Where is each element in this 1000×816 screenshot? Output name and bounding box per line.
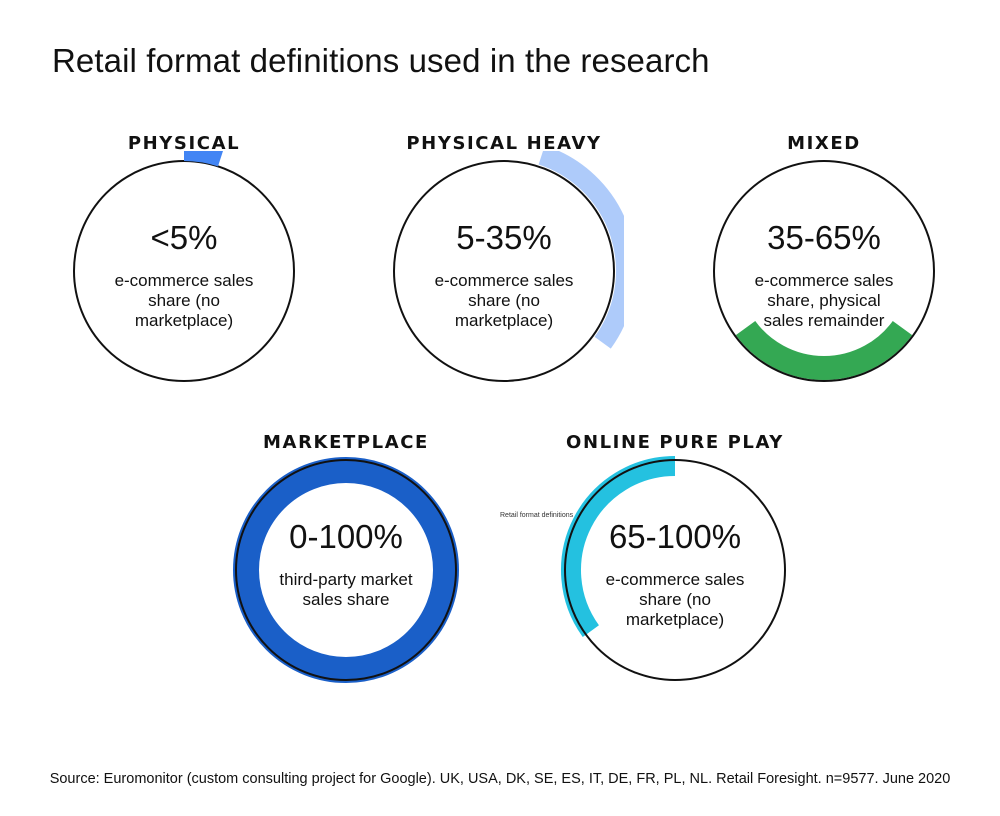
format-card-marketplace: MARKETPLACE 0-100% third-party market sa… bbox=[226, 432, 466, 722]
format-description: third-party market sales share bbox=[279, 570, 413, 609]
format-title: ONLINE PURE PLAY bbox=[566, 432, 784, 453]
format-description: e-commerce sales share (no marketplace) bbox=[434, 271, 574, 330]
circle-outline bbox=[393, 160, 615, 382]
circle-text: <5% e-commerce sales share (no marketpla… bbox=[109, 219, 259, 331]
format-card-physical: PHYSICAL <5% e-commerce sales share (no … bbox=[64, 133, 304, 423]
source-note: Source: Euromonitor (custom consulting p… bbox=[49, 771, 951, 787]
stray-caption: Retail format definitions bbox=[500, 512, 574, 519]
circle-text: 35-65% e-commerce sales share, physical … bbox=[749, 219, 899, 331]
arc-segment bbox=[735, 320, 913, 380]
circle-outline bbox=[73, 160, 295, 382]
format-card-physical-heavy: PHYSICAL HEAVY 5-35% e-commerce sales sh… bbox=[384, 133, 624, 423]
percent-value: 65-100% bbox=[608, 518, 742, 555]
percent-value: 35-65% bbox=[767, 219, 881, 256]
arc-segment bbox=[538, 151, 624, 349]
circle-text: 0-100% third-party market sales share bbox=[271, 518, 421, 610]
format-title: MIXED bbox=[787, 133, 861, 154]
ring-graphic bbox=[393, 151, 624, 382]
arc-segment bbox=[233, 457, 460, 683]
percent-value: <5% bbox=[150, 219, 218, 256]
format-description: e-commerce sales share (no marketplace) bbox=[605, 570, 745, 629]
circle-text: 5-35% e-commerce sales share (no marketp… bbox=[429, 219, 579, 331]
arc-segment bbox=[561, 456, 676, 637]
format-card-mixed: MIXED 35-65% e-commerce sales share, phy… bbox=[704, 133, 944, 423]
format-description: e-commerce sales share (no marketplace) bbox=[114, 271, 254, 330]
format-title: PHYSICAL bbox=[127, 133, 241, 154]
percent-value: 5-35% bbox=[456, 219, 552, 256]
format-title: PHYSICAL HEAVY bbox=[406, 133, 602, 154]
arc-segment bbox=[183, 151, 223, 167]
percent-value: 0-100% bbox=[289, 518, 403, 555]
page-title: Retail format definitions used in the re… bbox=[52, 42, 710, 79]
ring-graphic bbox=[233, 457, 460, 683]
format-description: e-commerce sales share, physical sales r… bbox=[754, 271, 894, 330]
circle-outline bbox=[235, 459, 457, 681]
ring-graphic bbox=[561, 456, 786, 681]
circle-text: 65-100% e-commerce sales share (no marke… bbox=[600, 518, 750, 630]
circle-outline bbox=[713, 160, 935, 382]
circle-outline bbox=[564, 459, 786, 681]
format-card-online-pure-play: ONLINE PURE PLAY 65-100% e-commerce sale… bbox=[555, 432, 795, 722]
format-title: MARKETPLACE bbox=[263, 432, 429, 453]
ring-graphic bbox=[73, 151, 295, 382]
ring-graphic bbox=[713, 160, 935, 382]
